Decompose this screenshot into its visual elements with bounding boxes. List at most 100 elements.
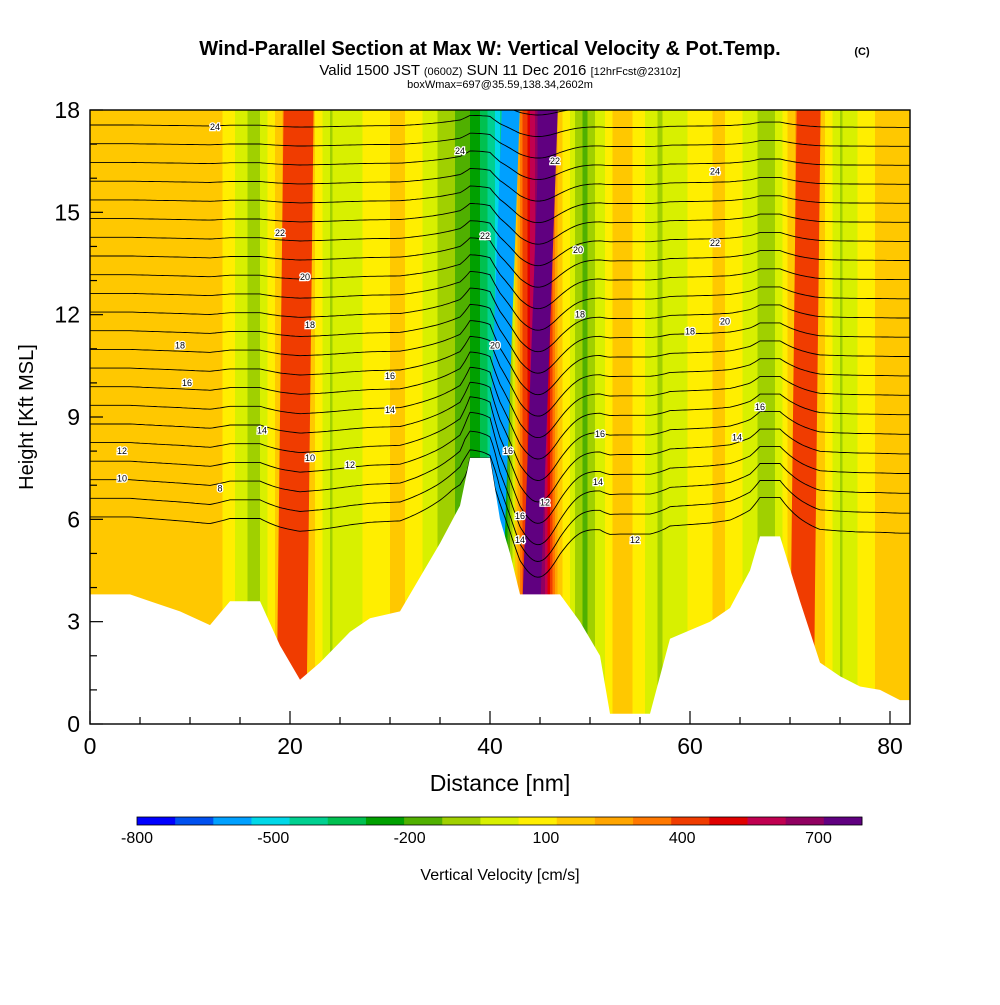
velocity-cell [145, 110, 149, 724]
velocity-cell [830, 110, 834, 724]
isentrope-label: 20 [490, 340, 500, 350]
isentrope-label: 24 [710, 166, 720, 176]
velocity-cell [465, 110, 469, 724]
colorbar-swatch [633, 817, 672, 825]
velocity-cell [317, 110, 321, 724]
velocity-cell [892, 110, 896, 724]
velocity-cell [462, 110, 466, 724]
velocity-cell [857, 110, 861, 724]
colorbar-swatch [823, 817, 863, 825]
isentrope-line [90, 237, 910, 288]
isentrope-label: 10 [305, 453, 315, 463]
velocity-cell [432, 110, 436, 724]
velocity-cell [345, 110, 349, 724]
velocity-cell [625, 110, 629, 724]
velocity-cell [670, 110, 674, 724]
velocity-cell [595, 110, 599, 724]
velocity-cell [642, 110, 646, 724]
velocity-cell [357, 110, 361, 724]
isentrope-label: 14 [732, 433, 742, 443]
velocity-cell [687, 110, 691, 724]
velocity-cell [757, 110, 761, 724]
isentrope-line [90, 335, 910, 417]
velocity-cell [730, 110, 734, 724]
isentrope-line [90, 150, 910, 181]
colorbar-swatch [289, 817, 329, 825]
velocity-cell [210, 110, 214, 724]
velocity-cell [325, 110, 329, 724]
isentrope-contours [90, 7, 910, 578]
velocity-cell [547, 110, 551, 724]
velocity-cell [862, 110, 866, 724]
velocity-cell [842, 110, 846, 724]
velocity-cell [852, 110, 856, 724]
velocity-cell [425, 110, 429, 724]
isentrope-line [90, 320, 910, 396]
isentrope-line [90, 185, 910, 224]
isentrope-line [90, 430, 910, 546]
velocity-cell [640, 110, 644, 724]
velocity-cell [612, 110, 616, 724]
velocity-cell [217, 110, 221, 724]
isentrope-line [90, 271, 910, 331]
velocity-cell [447, 110, 451, 724]
isentrope-label: 14 [257, 426, 267, 436]
velocity-cell [215, 110, 219, 724]
colorbar-tick-label: -200 [394, 830, 426, 847]
velocity-cell [597, 110, 601, 724]
velocity-cell [155, 110, 159, 724]
velocity-cell [202, 110, 206, 724]
velocity-cell [337, 110, 341, 724]
velocity-cell [102, 110, 106, 724]
velocity-cell [567, 110, 571, 724]
velocity-cell [140, 110, 144, 724]
copyright-mark: (C) [854, 46, 870, 58]
velocity-cell [617, 110, 621, 724]
isentrope-label: 12 [630, 535, 640, 545]
colorbar-tick-label: -800 [121, 830, 153, 847]
velocity-cell [777, 110, 781, 724]
velocity-cell [240, 110, 244, 724]
isentrope-line [90, 132, 910, 159]
y-tick-label: 18 [54, 97, 80, 123]
velocity-cell [222, 110, 226, 724]
isentrope-label: 16 [385, 371, 395, 381]
isentrope-line [90, 7, 910, 14]
velocity-cell [407, 110, 411, 724]
velocity-cell [507, 110, 511, 724]
velocity-cell [480, 110, 484, 724]
velocity-cell [125, 110, 129, 724]
terrain-mask [90, 457, 910, 724]
velocity-cell [750, 110, 754, 724]
velocity-cell [110, 110, 114, 724]
velocity-cell [875, 110, 879, 724]
velocity-cell [160, 110, 164, 724]
isentrope-label: 22 [480, 231, 490, 241]
velocity-cell [167, 110, 171, 724]
velocity-cell [330, 110, 334, 724]
velocity-cell [427, 110, 431, 724]
velocity-cell [132, 110, 136, 724]
velocity-cell [775, 110, 779, 724]
velocity-cell [700, 110, 704, 724]
velocity-cell [525, 110, 529, 724]
velocity-cell [677, 110, 681, 724]
velocity-cell [395, 110, 399, 724]
velocity-cell [890, 110, 894, 724]
velocity-cell [135, 110, 139, 724]
subtitle-utc: (0600Z) [424, 66, 463, 78]
velocity-cell [817, 110, 821, 724]
velocity-cell [570, 110, 574, 724]
isentrope-line [90, 449, 910, 562]
velocity-cell [242, 110, 246, 724]
isentrope-line [90, 25, 910, 33]
velocity-cell [767, 110, 771, 724]
velocity-cell [760, 110, 764, 724]
velocity-cell [602, 110, 606, 724]
velocity-cell [187, 110, 191, 724]
isentrope-line [90, 366, 910, 460]
velocity-cell [420, 110, 424, 724]
isentrope-label: 12 [117, 446, 127, 456]
velocity-cell [252, 110, 256, 724]
